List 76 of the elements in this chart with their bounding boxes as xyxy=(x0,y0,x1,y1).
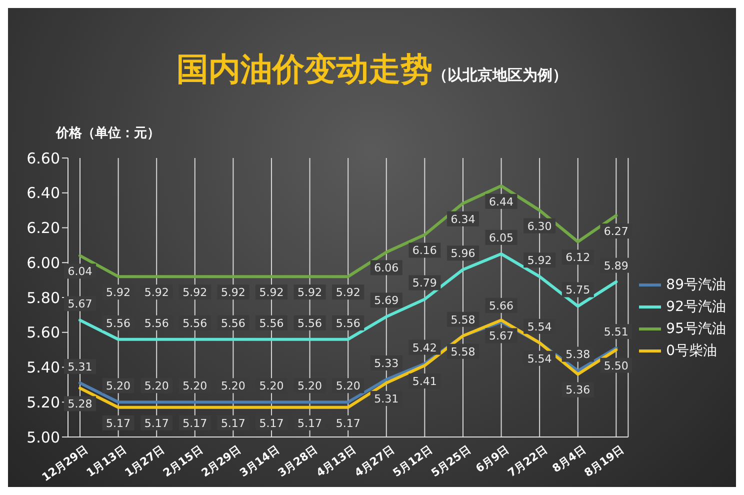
data-label: 5.41 xyxy=(412,375,437,388)
data-label: 5.20 xyxy=(182,380,208,393)
data-label: 5.20 xyxy=(106,380,131,393)
data-label: 5.92 xyxy=(144,286,169,300)
data-label: 5.66 xyxy=(489,299,514,312)
data-label: 5.56 xyxy=(182,316,208,330)
data-label: 5.20 xyxy=(336,380,360,393)
data-label: 6.12 xyxy=(566,251,590,264)
data-label: 5.20 xyxy=(298,380,322,393)
data-label: 5.56 xyxy=(144,316,169,330)
legend-label: 0号柴油 xyxy=(666,342,718,360)
data-label: 5.67 xyxy=(68,298,92,311)
data-label: 5.51 xyxy=(604,326,628,339)
legend-label: 92号汽油 xyxy=(666,298,726,316)
data-label: 5.58 xyxy=(450,313,476,326)
data-label: 6.44 xyxy=(489,195,514,208)
data-label: 5.17 xyxy=(336,416,360,430)
data-label: 5.92 xyxy=(298,286,322,300)
data-label: 5.56 xyxy=(106,316,131,330)
data-label: 5.56 xyxy=(220,316,246,330)
data-label: 5.17 xyxy=(144,416,169,430)
data-label: 5.17 xyxy=(298,416,322,430)
data-label: 6.06 xyxy=(374,262,399,275)
data-label: 5.92 xyxy=(220,286,246,300)
data-label: 5.17 xyxy=(259,416,284,430)
data-label: 6.05 xyxy=(489,231,514,244)
chart-title: 国内油价变动走势 xyxy=(176,50,432,88)
data-label: 5.17 xyxy=(106,416,131,430)
y-tick-label: 6.00 xyxy=(26,254,60,272)
y-tick-label: 5.40 xyxy=(26,358,60,377)
data-label: 5.17 xyxy=(182,416,208,430)
data-label: 5.17 xyxy=(220,416,246,430)
data-label: 6.34 xyxy=(450,212,476,226)
data-label: 5.92 xyxy=(259,286,284,300)
data-label: 5.79 xyxy=(412,276,437,290)
y-tick-label: 5.20 xyxy=(26,393,60,412)
y-tick-label: 5.60 xyxy=(26,324,60,342)
data-label: 5.75 xyxy=(566,284,590,297)
data-label: 5.56 xyxy=(298,316,322,330)
data-label: 5.33 xyxy=(374,356,399,370)
y-tick-label: 6.60 xyxy=(26,149,60,168)
chart-subtitle: （以北京地区为例） xyxy=(432,66,568,84)
data-label: 5.92 xyxy=(182,286,208,300)
data-label: 5.54 xyxy=(527,352,552,366)
data-label: 5.69 xyxy=(374,294,399,308)
data-label: 5.54 xyxy=(527,320,552,334)
data-label: 5.20 xyxy=(144,380,169,393)
data-label: 5.56 xyxy=(259,316,284,330)
data-label: 6.27 xyxy=(604,225,628,238)
data-label: 5.56 xyxy=(336,316,360,330)
data-label: 5.31 xyxy=(374,392,399,406)
data-label: 5.92 xyxy=(336,286,360,300)
data-label: 5.92 xyxy=(527,254,552,268)
data-label: 5.96 xyxy=(450,247,476,260)
y-tick-label: 6.20 xyxy=(26,219,60,238)
legend-label: 89号汽油 xyxy=(666,276,726,294)
data-label: 5.42 xyxy=(412,341,437,354)
data-label: 5.67 xyxy=(489,330,514,343)
data-label: 5.58 xyxy=(450,345,476,358)
data-label: 5.31 xyxy=(68,360,92,374)
data-label: 5.50 xyxy=(604,359,628,372)
data-label: 5.89 xyxy=(604,259,628,272)
data-label: 5.38 xyxy=(566,348,590,362)
data-label: 6.16 xyxy=(412,244,437,258)
data-label: 5.92 xyxy=(106,286,131,300)
legend-label: 95号汽油 xyxy=(666,320,726,338)
y-tick-label: 6.40 xyxy=(26,184,60,202)
data-label: 5.28 xyxy=(68,398,92,411)
data-label: 5.20 xyxy=(220,380,246,393)
data-label: 6.30 xyxy=(527,220,552,233)
y-tick-label: 5.00 xyxy=(26,428,60,446)
data-label: 6.04 xyxy=(68,265,92,278)
y-tick-label: 5.80 xyxy=(26,288,60,307)
data-label: 5.20 xyxy=(259,380,284,393)
data-label: 5.36 xyxy=(566,384,590,397)
y-axis-title: 价格（单位：元） xyxy=(56,125,160,142)
